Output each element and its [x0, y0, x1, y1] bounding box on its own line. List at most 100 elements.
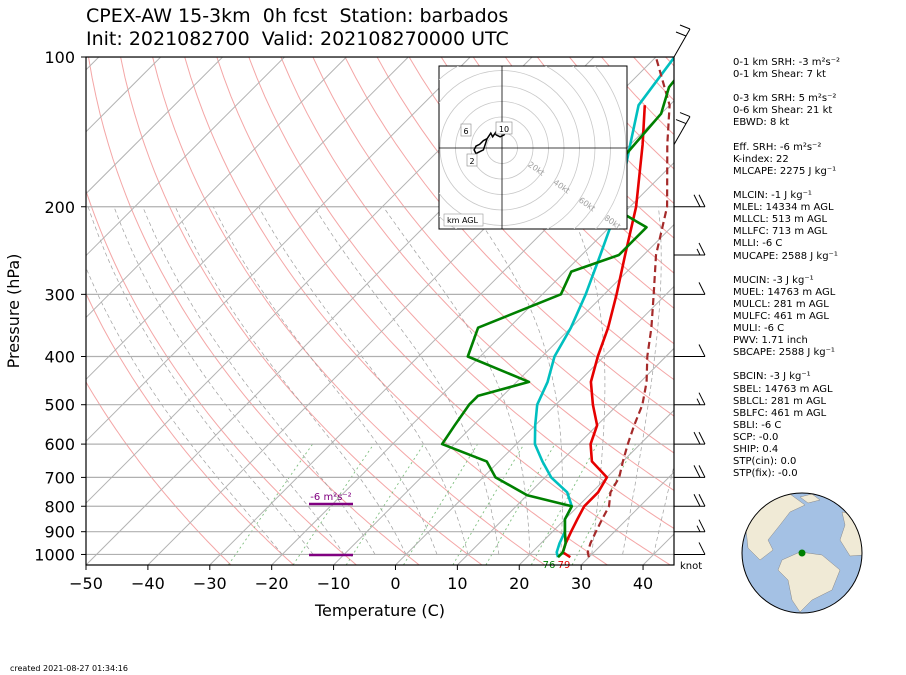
wind-barb — [674, 194, 706, 208]
x-tick-label: 20 — [509, 574, 529, 593]
index-line: MULCL: 281 m AGL — [733, 298, 829, 310]
hodograph-legend-box — [443, 213, 484, 227]
x-tick-label: −40 — [131, 574, 165, 593]
index-line: SBLFC: 461 m AGL — [733, 407, 827, 419]
y-tick-label: 600 — [44, 435, 75, 454]
wind-barb — [674, 431, 706, 445]
sounding-indices-panel: 0-1 km SRH: -3 m²s⁻² 0-1 km Shear: 7 kt 0… — [733, 57, 840, 480]
wind-barb — [674, 542, 706, 555]
hodograph-trace — [473, 127, 510, 155]
isotherm — [86, 57, 471, 442]
mixing-ratio-line — [571, 443, 636, 565]
wind-barb — [674, 282, 706, 295]
index-line: EBWD: 8 kt — [733, 117, 790, 129]
dry-adiabat — [280, 57, 674, 492]
isotherm — [580, 471, 674, 565]
x-tick-label: 0 — [390, 574, 400, 593]
wind-barb — [674, 519, 706, 533]
globe-outline — [741, 492, 863, 614]
index-line: PWV: 1.71 inch — [733, 335, 808, 347]
index-line: MUEL: 14763 m AGL — [733, 286, 836, 298]
dry-adiabat — [88, 57, 420, 565]
isotherm — [86, 57, 285, 257]
isotherm — [457, 347, 674, 565]
height-label-box — [466, 153, 478, 167]
moist-adiabat — [258, 206, 469, 555]
wind-barb — [673, 24, 691, 58]
y-tick-label: 100 — [44, 48, 75, 67]
created-timestamp: created 2021-08-27 01:34:16 — [10, 664, 128, 673]
x-tick-label: −20 — [255, 574, 289, 593]
wind-barb — [674, 494, 706, 507]
y-tick-label: 400 — [44, 348, 75, 367]
dry-adiabat — [248, 57, 674, 530]
index-line: Eff. SRH: -6 m²s⁻² — [733, 141, 822, 153]
y-tick-label: 900 — [44, 523, 75, 542]
y-tick-label: 200 — [44, 198, 75, 217]
index-line: MUCIN: -3 J kg⁻¹ — [733, 274, 814, 286]
dry-adiabat — [440, 57, 674, 309]
moist-adiabat — [567, 206, 606, 555]
index-line: MLCAPE: 2275 J kg⁻¹ — [733, 165, 837, 177]
index-spacer — [733, 81, 840, 93]
index-line: MLLFC: 713 m AGL — [733, 226, 828, 238]
index-line: MULFC: 461 m AGL — [733, 310, 829, 322]
chart-subtitle: Init: 2021082700 Valid: 202108270000 UTC — [86, 28, 509, 50]
mixing-ratio-line — [403, 443, 478, 565]
dry-adiabat — [86, 292, 295, 565]
mixing-ratio-line — [345, 443, 425, 565]
globe-inset — [741, 492, 863, 614]
height-label: 6 — [463, 127, 468, 136]
index-line: SBCIN: -3 J kg⁻¹ — [733, 371, 811, 383]
dry-adiabat — [472, 57, 674, 274]
index-spacer — [733, 130, 840, 142]
moist-adiabat — [142, 206, 376, 555]
dry-adiabat — [120, 57, 483, 565]
y-tick-label: 1000 — [34, 545, 75, 564]
index-line: K-index: 22 — [733, 153, 789, 165]
y-tick-label: 700 — [44, 468, 75, 487]
index-line: SCP: -0.0 — [733, 431, 779, 443]
index-line: SBEL: 14763 m AGL — [733, 383, 833, 395]
index-line: MUCAPE: 2588 J kg⁻¹ — [733, 250, 838, 262]
isotherm — [86, 57, 223, 195]
dry-adiabat — [184, 57, 608, 565]
x-tick-label: 10 — [447, 574, 467, 593]
mixing-ratio-line — [228, 443, 313, 565]
y-tick-label: 300 — [44, 285, 75, 304]
wind-barb — [673, 112, 691, 145]
station-marker — [798, 549, 806, 557]
x-tick-label: 40 — [633, 574, 653, 593]
index-spacer — [733, 359, 840, 371]
temperature-profile — [561, 105, 647, 559]
index-line: MLEL: 14334 m AGL — [733, 202, 834, 214]
index-line: SHIP: 0.4 — [733, 444, 779, 455]
dry-adiabat — [152, 57, 545, 565]
index-line: STP(cin): 0.0 — [733, 456, 797, 468]
wind-barb — [674, 392, 706, 406]
dry-adiabat — [376, 57, 674, 381]
index-line: STP(fix): -0.0 — [733, 468, 798, 480]
moist-adiabat — [87, 206, 314, 555]
chart-title: CPEX-AW 15-3km 0h fcst Station: barbados — [86, 5, 509, 27]
isotherm — [86, 57, 347, 319]
index-line: 0-6 km Shear: 21 kt — [733, 105, 833, 117]
background-lines — [86, 57, 674, 565]
x-tick-label: −10 — [317, 574, 351, 593]
srh-label: -6 m²s⁻² — [310, 492, 351, 503]
dry-adiabat — [408, 57, 674, 345]
globe-land — [744, 493, 862, 613]
index-line: SBLI: -6 C — [733, 419, 782, 431]
isotherm — [395, 285, 674, 565]
index-line: MLCIN: -1 J kg⁻¹ — [733, 190, 812, 202]
index-line: MLLI: -6 C — [733, 238, 783, 250]
x-axis-label: Temperature (C) — [314, 601, 445, 620]
moist-adiabat — [383, 206, 531, 555]
y-tick-label: 500 — [44, 396, 75, 415]
index-line: MLLCL: 513 m AGL — [733, 214, 828, 226]
isotherm — [271, 161, 674, 565]
moist-adiabat — [653, 464, 674, 555]
index-line: SBCAPE: 2588 J kg⁻¹ — [733, 347, 835, 359]
